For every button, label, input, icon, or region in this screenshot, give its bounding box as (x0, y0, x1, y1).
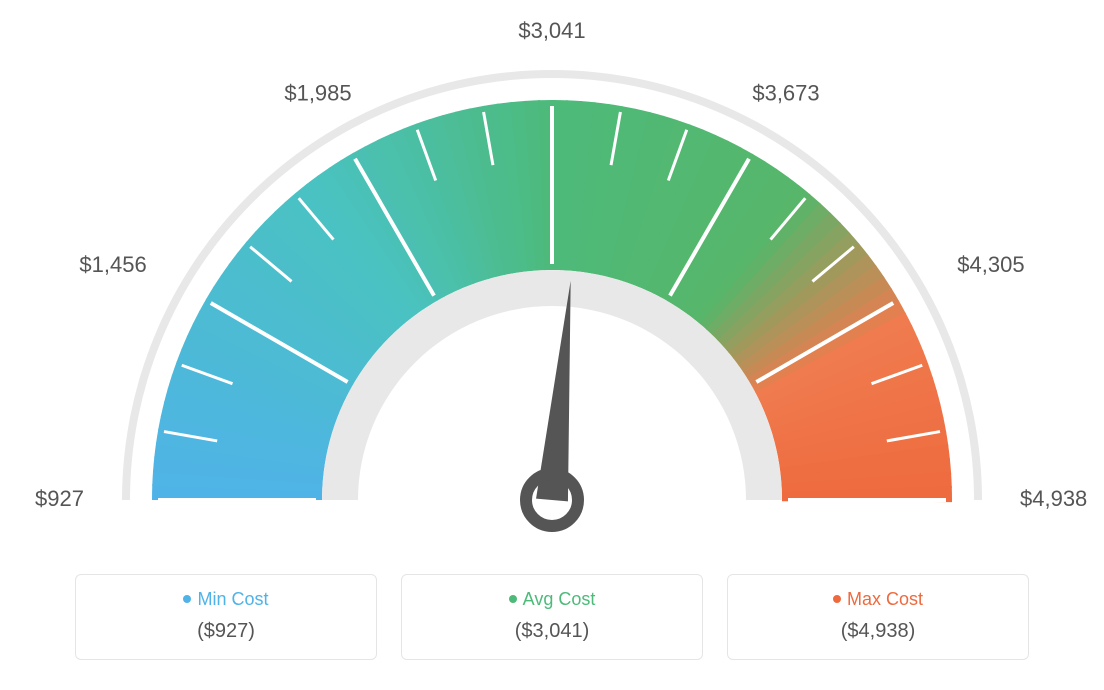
legend-value-avg: ($3,041) (402, 620, 702, 643)
legend-label-max-text: Max Cost (847, 589, 923, 609)
legend-label-avg: Avg Cost (402, 589, 702, 610)
dot-icon (833, 595, 841, 603)
legend-label-max: Max Cost (728, 589, 1028, 610)
svg-text:$3,041: $3,041 (518, 18, 585, 43)
svg-text:$927: $927 (35, 486, 84, 511)
dot-icon (183, 595, 191, 603)
legend-value-max: ($4,938) (728, 620, 1028, 643)
legend-value-min: ($927) (76, 620, 376, 643)
dot-icon (509, 595, 517, 603)
legend-card-min: Min Cost ($927) (75, 574, 377, 660)
svg-text:$1,456: $1,456 (79, 252, 146, 277)
legend-row: Min Cost ($927) Avg Cost ($3,041) Max Co… (0, 574, 1104, 660)
legend-label-min: Min Cost (76, 589, 376, 610)
cost-gauge-container: $927 $1,456 $1,985 $3,041 $3,673 $4,305 $4,938… (0, 0, 1104, 690)
gauge-chart: $927 $1,456 $1,985 $3,041 $3,673 $4,305 $4,938 (0, 0, 1104, 560)
svg-text:$3,673: $3,673 (752, 81, 819, 106)
legend-label-min-text: Min Cost (197, 589, 268, 609)
legend-label-avg-text: Avg Cost (523, 589, 596, 609)
svg-text:$4,305: $4,305 (957, 252, 1024, 277)
legend-card-avg: Avg Cost ($3,041) (401, 574, 703, 660)
svg-text:$4,938: $4,938 (1020, 486, 1087, 511)
svg-text:$1,985: $1,985 (284, 81, 351, 106)
legend-card-max: Max Cost ($4,938) (727, 574, 1029, 660)
